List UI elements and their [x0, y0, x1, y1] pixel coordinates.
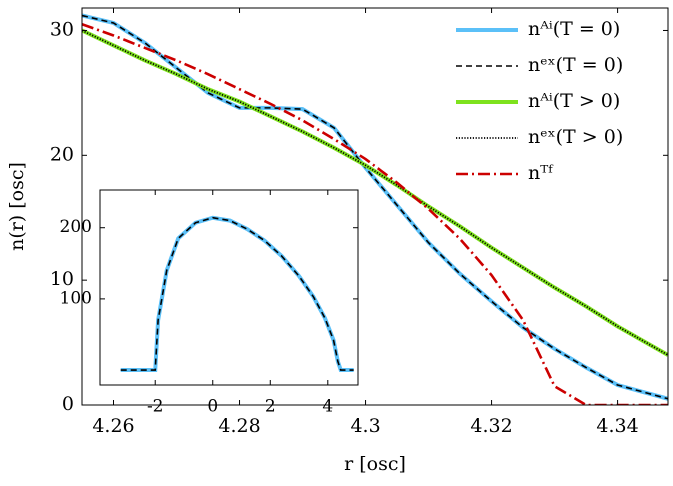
x-tick-label: 4.28	[218, 415, 260, 437]
x-tick-label: 4.32	[470, 415, 512, 437]
data-line	[120, 216, 354, 371]
data-line	[82, 23, 668, 405]
x-tick-label: 4	[322, 397, 333, 417]
series-group	[120, 215, 354, 373]
legend-label: nᵉˣ(T = 0)	[528, 54, 623, 76]
y-tick-label: 0	[62, 393, 74, 415]
x-tick-label: 2	[265, 397, 276, 417]
legend-label: nᵉˣ(T > 0)	[528, 126, 623, 148]
x-tick-label: 4.34	[596, 415, 638, 437]
y-tick-label: 30	[50, 18, 74, 40]
y-tick-label: 20	[50, 143, 74, 165]
y-tick-label: 100	[60, 288, 92, 308]
y-tick-label: 200	[60, 217, 92, 237]
legend-label: nᵀᶠ	[528, 162, 554, 184]
y-tick-label: 10	[50, 268, 74, 290]
plot-frame	[99, 189, 359, 386]
x-axis-label: r [osc]	[344, 453, 406, 475]
data-line	[82, 29, 668, 356]
series-group	[82, 13, 668, 405]
x-tick-label: 4.26	[92, 415, 134, 437]
legend-label: nᴬⁱ(T > 0)	[528, 90, 620, 112]
x-tick-label: 4.3	[350, 415, 380, 437]
y-axis-label: n(r) [osc]	[6, 162, 28, 251]
plot-frame	[81, 7, 669, 406]
data-line	[82, 14, 668, 400]
plot: -2 0 2 4 100 200	[60, 189, 359, 417]
x-tick-label: 0	[207, 397, 218, 417]
plot-area	[100, 190, 358, 385]
legend-label: nᴬⁱ(T = 0)	[528, 18, 620, 40]
x-tick-label: -2	[147, 397, 164, 417]
